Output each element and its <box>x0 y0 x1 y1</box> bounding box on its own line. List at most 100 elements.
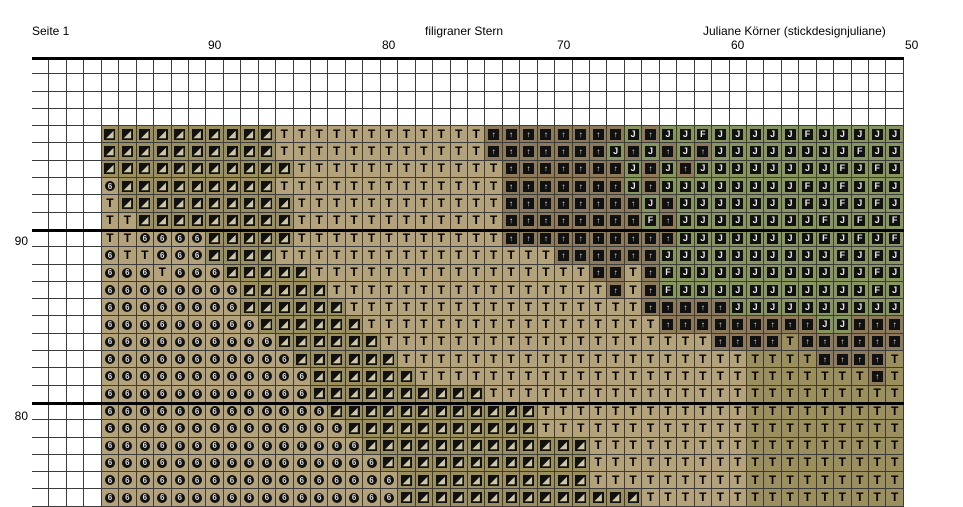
letter-t-symbol-icon: T <box>681 334 690 349</box>
stitch-cell: ↑ <box>624 212 643 230</box>
stitch-cell: ↑ <box>502 143 521 161</box>
stitch-cell: ◢ <box>380 454 399 473</box>
stitch-cell <box>590 57 608 75</box>
letter-f-square-symbol-icon: F <box>854 232 866 244</box>
stitch-cell: J <box>869 143 887 161</box>
stitch-cell: ↑ <box>729 316 747 334</box>
stitch-cell: 6 <box>223 420 242 438</box>
stitch-cell <box>49 316 67 334</box>
letter-t-symbol-icon: T <box>542 334 550 349</box>
stitch-cell: T <box>398 195 416 213</box>
stitch-cell: 6 <box>188 472 207 490</box>
letter-j-square-symbol-icon: J <box>697 215 709 227</box>
page-label: Seite 1 <box>32 24 70 38</box>
circle-six-symbol-icon: 6 <box>157 440 168 451</box>
stitch-cell: 6 <box>136 316 155 334</box>
stitch-cell: ◢ <box>380 351 399 369</box>
stitch-cell: ◢ <box>467 454 486 473</box>
letter-j-square-symbol-icon: J <box>610 146 622 158</box>
letter-j-square-symbol-icon: J <box>854 180 866 192</box>
stitch-cell: 6 <box>171 402 189 421</box>
stitch-cell: T <box>467 229 486 248</box>
letter-t-symbol-icon: T <box>559 386 568 401</box>
letter-t-symbol-icon: T <box>786 368 794 383</box>
stitch-cell: J <box>834 126 852 144</box>
stitch-cell: ◢ <box>206 212 224 230</box>
letter-j-square-symbol-icon: J <box>679 267 691 279</box>
stitch-cell: ◢ <box>450 385 468 403</box>
letter-t-symbol-icon: T <box>315 213 323 228</box>
stitch-cell <box>258 74 277 92</box>
slash-square-symbol-icon: ◢ <box>243 163 255 175</box>
stitch-cell: T <box>363 281 381 300</box>
stitch-cell: T <box>380 212 399 230</box>
arrow-square-symbol-icon: ↑ <box>889 336 901 348</box>
stitch-cell: ↑ <box>659 229 678 248</box>
stitch-cell: T <box>398 264 416 282</box>
letter-j-square-symbol-icon: J <box>749 232 761 244</box>
stitch-cell: 6 <box>119 420 137 438</box>
stitch-cell: F <box>799 178 817 196</box>
stitch-cell: T <box>886 489 904 507</box>
arrow-square-symbol-icon: ↑ <box>871 319 883 331</box>
stitch-cell: T <box>502 385 521 403</box>
stitch-cell: 6 <box>328 420 346 438</box>
letter-t-symbol-icon: T <box>455 265 463 280</box>
stitch-cell: ↑ <box>746 333 765 352</box>
letter-t-symbol-icon: T <box>524 368 533 383</box>
letter-t-symbol-icon: T <box>489 161 498 176</box>
stitch-cell: J <box>729 178 747 196</box>
stitch-cell: T <box>590 281 608 300</box>
stitch-cell: T <box>851 472 869 490</box>
slash-square-symbol-icon: ◢ <box>174 180 186 192</box>
letter-t-symbol-icon: T <box>646 438 655 453</box>
letter-t-symbol-icon: T <box>367 144 376 159</box>
stitch-cell: T <box>781 333 800 352</box>
stitch-cell: ◢ <box>502 472 521 490</box>
stitch-cell <box>49 108 67 127</box>
stitch-cell: T <box>433 351 451 369</box>
letter-j-square-symbol-icon: J <box>836 301 848 313</box>
letter-t-symbol-icon: T <box>577 334 585 349</box>
letter-t-symbol-icon: T <box>437 247 445 262</box>
stitch-cell: ◢ <box>311 385 329 403</box>
stitch-cell: T <box>415 316 434 334</box>
stitch-cell <box>398 74 416 92</box>
stitch-cell: 6 <box>258 472 277 490</box>
circle-six-symbol-icon: 6 <box>157 354 168 365</box>
stitch-cell: T <box>834 368 852 386</box>
stitch-cell: J <box>694 229 713 248</box>
stitch-cell <box>49 368 67 386</box>
circle-six-symbol-icon: 6 <box>314 440 325 451</box>
stitch-cell: 6 <box>276 385 294 403</box>
stitch-cell: 6 <box>171 472 189 490</box>
letter-j-square-symbol-icon: J <box>889 284 901 296</box>
stitch-cell <box>49 264 67 282</box>
stitch-cell: ↑ <box>781 316 800 334</box>
stitch-cell: J <box>677 143 695 161</box>
stitch-cell: ◢ <box>485 420 503 438</box>
letter-t-symbol-icon: T <box>367 196 376 211</box>
arrow-square-symbol-icon: ↑ <box>819 353 831 365</box>
stitch-cell <box>171 74 189 92</box>
stitch-cell: ◢ <box>467 420 486 438</box>
slash-square-symbol-icon: ◢ <box>453 405 465 417</box>
letter-t-symbol-icon: T <box>455 299 463 314</box>
stitch-cell: T <box>328 143 346 161</box>
circle-six-symbol-icon: 6 <box>139 406 150 417</box>
stitch-cell: 6 <box>171 299 189 317</box>
stitch-cell: T <box>467 126 486 144</box>
stitch-cell: ◢ <box>415 420 434 438</box>
stitch-cell: T <box>851 454 869 473</box>
letter-t-symbol-icon: T <box>420 334 428 349</box>
letter-t-symbol-icon: T <box>559 265 568 280</box>
arrow-square-symbol-icon: ↑ <box>557 128 569 140</box>
stitch-cell <box>258 108 277 127</box>
stitch-cell: ◢ <box>450 454 468 473</box>
stitch-cell: T <box>467 212 486 230</box>
stitch-cell: 6 <box>380 489 399 507</box>
stitch-cell: J <box>677 195 695 213</box>
stitch-cell <box>171 57 189 75</box>
slash-square-symbol-icon: ◢ <box>191 163 203 175</box>
stitch-cell: T <box>363 126 381 144</box>
